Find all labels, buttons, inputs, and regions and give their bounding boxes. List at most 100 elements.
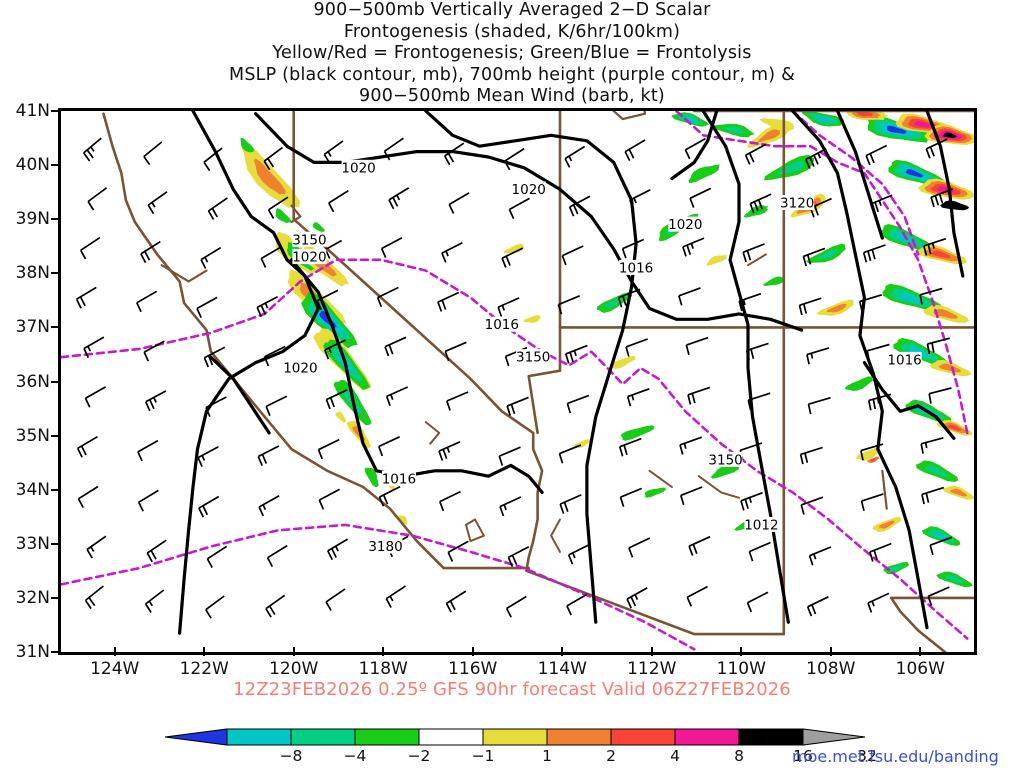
contour-label-bg bbox=[341, 159, 376, 175]
colorbar-swatches bbox=[165, 728, 865, 746]
wind-barb bbox=[806, 347, 830, 365]
wind-barb bbox=[197, 445, 219, 468]
wind-barb bbox=[505, 595, 527, 618]
mslp-1020-west bbox=[178, 111, 320, 635]
mslp-1020-loop bbox=[209, 355, 271, 435]
contour-label-bg bbox=[708, 451, 743, 467]
wind-barb bbox=[323, 140, 344, 164]
shaded-region bbox=[364, 467, 379, 487]
colorbar-tick-label: −1 bbox=[471, 747, 495, 765]
shaded-region bbox=[944, 575, 964, 584]
shaded-region bbox=[240, 137, 255, 153]
wind-barb bbox=[318, 488, 340, 510]
wind-barb bbox=[324, 339, 346, 360]
lat-tick-mark bbox=[51, 542, 59, 545]
wind-barb bbox=[203, 346, 226, 368]
wind-barb bbox=[203, 147, 223, 172]
wind-barb bbox=[626, 587, 648, 609]
contour-label: 1020 bbox=[292, 250, 326, 266]
shaded-region bbox=[398, 515, 408, 525]
wind-barb bbox=[75, 286, 97, 309]
wind-barb bbox=[564, 344, 588, 364]
colorbar-tick-label: 8 bbox=[734, 747, 744, 765]
wind-barb bbox=[143, 340, 165, 362]
shaded-region bbox=[887, 125, 907, 134]
shaded-region bbox=[816, 248, 838, 260]
shaded-region bbox=[931, 250, 951, 259]
shaded-region bbox=[889, 564, 903, 572]
shaded-region bbox=[763, 276, 784, 286]
lon-tick-label: 108W bbox=[806, 659, 856, 679]
shaded-region bbox=[869, 458, 877, 462]
shaded-region bbox=[879, 520, 895, 529]
wind-barb bbox=[376, 286, 399, 308]
wind-barb bbox=[807, 396, 831, 415]
wind-barb bbox=[926, 337, 951, 355]
wind-barb bbox=[147, 191, 168, 215]
contour-label: 1016 bbox=[619, 260, 653, 276]
wind-barb bbox=[930, 188, 953, 208]
wind-barb bbox=[448, 192, 470, 214]
lon-tick-mark bbox=[650, 647, 653, 656]
shaded-region bbox=[925, 465, 948, 477]
contour-label-bg bbox=[668, 216, 703, 232]
wind-barb bbox=[798, 297, 822, 316]
wind-barb-layer bbox=[75, 137, 953, 619]
contour-label-bg bbox=[292, 249, 327, 265]
contour-label: 3150 bbox=[516, 350, 550, 366]
wind-barb bbox=[437, 291, 460, 312]
wind-barb bbox=[746, 591, 769, 613]
wind-barb bbox=[257, 445, 280, 467]
lat-tick-mark bbox=[51, 110, 59, 112]
wind-barb bbox=[626, 388, 650, 407]
contour-label: 1016 bbox=[382, 471, 416, 487]
title-line-1: 900−500mb Vertically Averaged 2−D Scalar bbox=[313, 0, 711, 20]
wind-barb bbox=[388, 187, 410, 210]
wind-barb bbox=[869, 542, 892, 562]
contour-label: 1016 bbox=[485, 317, 519, 333]
wind-barb bbox=[325, 389, 348, 410]
mslp-1016-east bbox=[701, 111, 790, 624]
mojave-feature bbox=[424, 421, 441, 445]
colorbar: −8 −4 −2 −1 1 2 4 8 16 32 bbox=[165, 726, 877, 768]
lon-tick-label: 112W bbox=[627, 659, 677, 679]
colorbar-band bbox=[546, 728, 612, 746]
shaded-region bbox=[933, 309, 958, 319]
colorbar-band bbox=[482, 728, 548, 746]
wind-barb bbox=[858, 293, 883, 312]
wind-barb bbox=[438, 441, 461, 461]
contour-label: 1020 bbox=[283, 361, 317, 377]
wind-barb bbox=[688, 535, 711, 556]
lat-tick-mark bbox=[51, 596, 59, 599]
title-line-3: Yellow/Red = Frontogenesis; Green/Blue =… bbox=[272, 43, 752, 63]
lon-tick-label: 106W bbox=[895, 659, 945, 679]
wind-barb bbox=[679, 436, 702, 455]
wind-barb bbox=[929, 536, 953, 556]
shaded-region bbox=[710, 464, 740, 479]
shaded-region bbox=[949, 488, 968, 497]
colorbar-tick-label: 4 bbox=[670, 747, 680, 765]
lon-tick-label: 114W bbox=[537, 659, 587, 679]
colorbar-band bbox=[418, 728, 484, 746]
map-plot-area[interactable]: 1020 1020 1020 1020 1020 1016 1016 1016 1016 1012… bbox=[58, 108, 977, 655]
contour-label-layer: 1020 1020 1020 1020 1020 1016 1016 1016 1016 1012… bbox=[283, 159, 922, 555]
wind-barb bbox=[325, 588, 346, 611]
nv-az-border bbox=[527, 326, 562, 435]
wind-barb bbox=[263, 146, 284, 171]
wind-barb bbox=[923, 237, 947, 256]
wind-barb bbox=[619, 487, 643, 507]
wind-barb bbox=[198, 495, 220, 518]
colorado-river bbox=[550, 518, 561, 553]
wind-barb bbox=[384, 336, 407, 357]
wind-barb bbox=[921, 486, 945, 505]
wind-barb bbox=[497, 297, 520, 317]
wind-barb bbox=[267, 196, 289, 219]
mslp-1016-north bbox=[254, 112, 804, 332]
wind-barb bbox=[260, 246, 282, 268]
wind-barb bbox=[618, 437, 642, 457]
title-line-4: MSLP (black contour, mb), 700mb height (… bbox=[229, 64, 795, 85]
wind-barb bbox=[867, 592, 890, 613]
wind-barb bbox=[557, 295, 581, 315]
lat-tick-label: 37N bbox=[15, 317, 50, 338]
